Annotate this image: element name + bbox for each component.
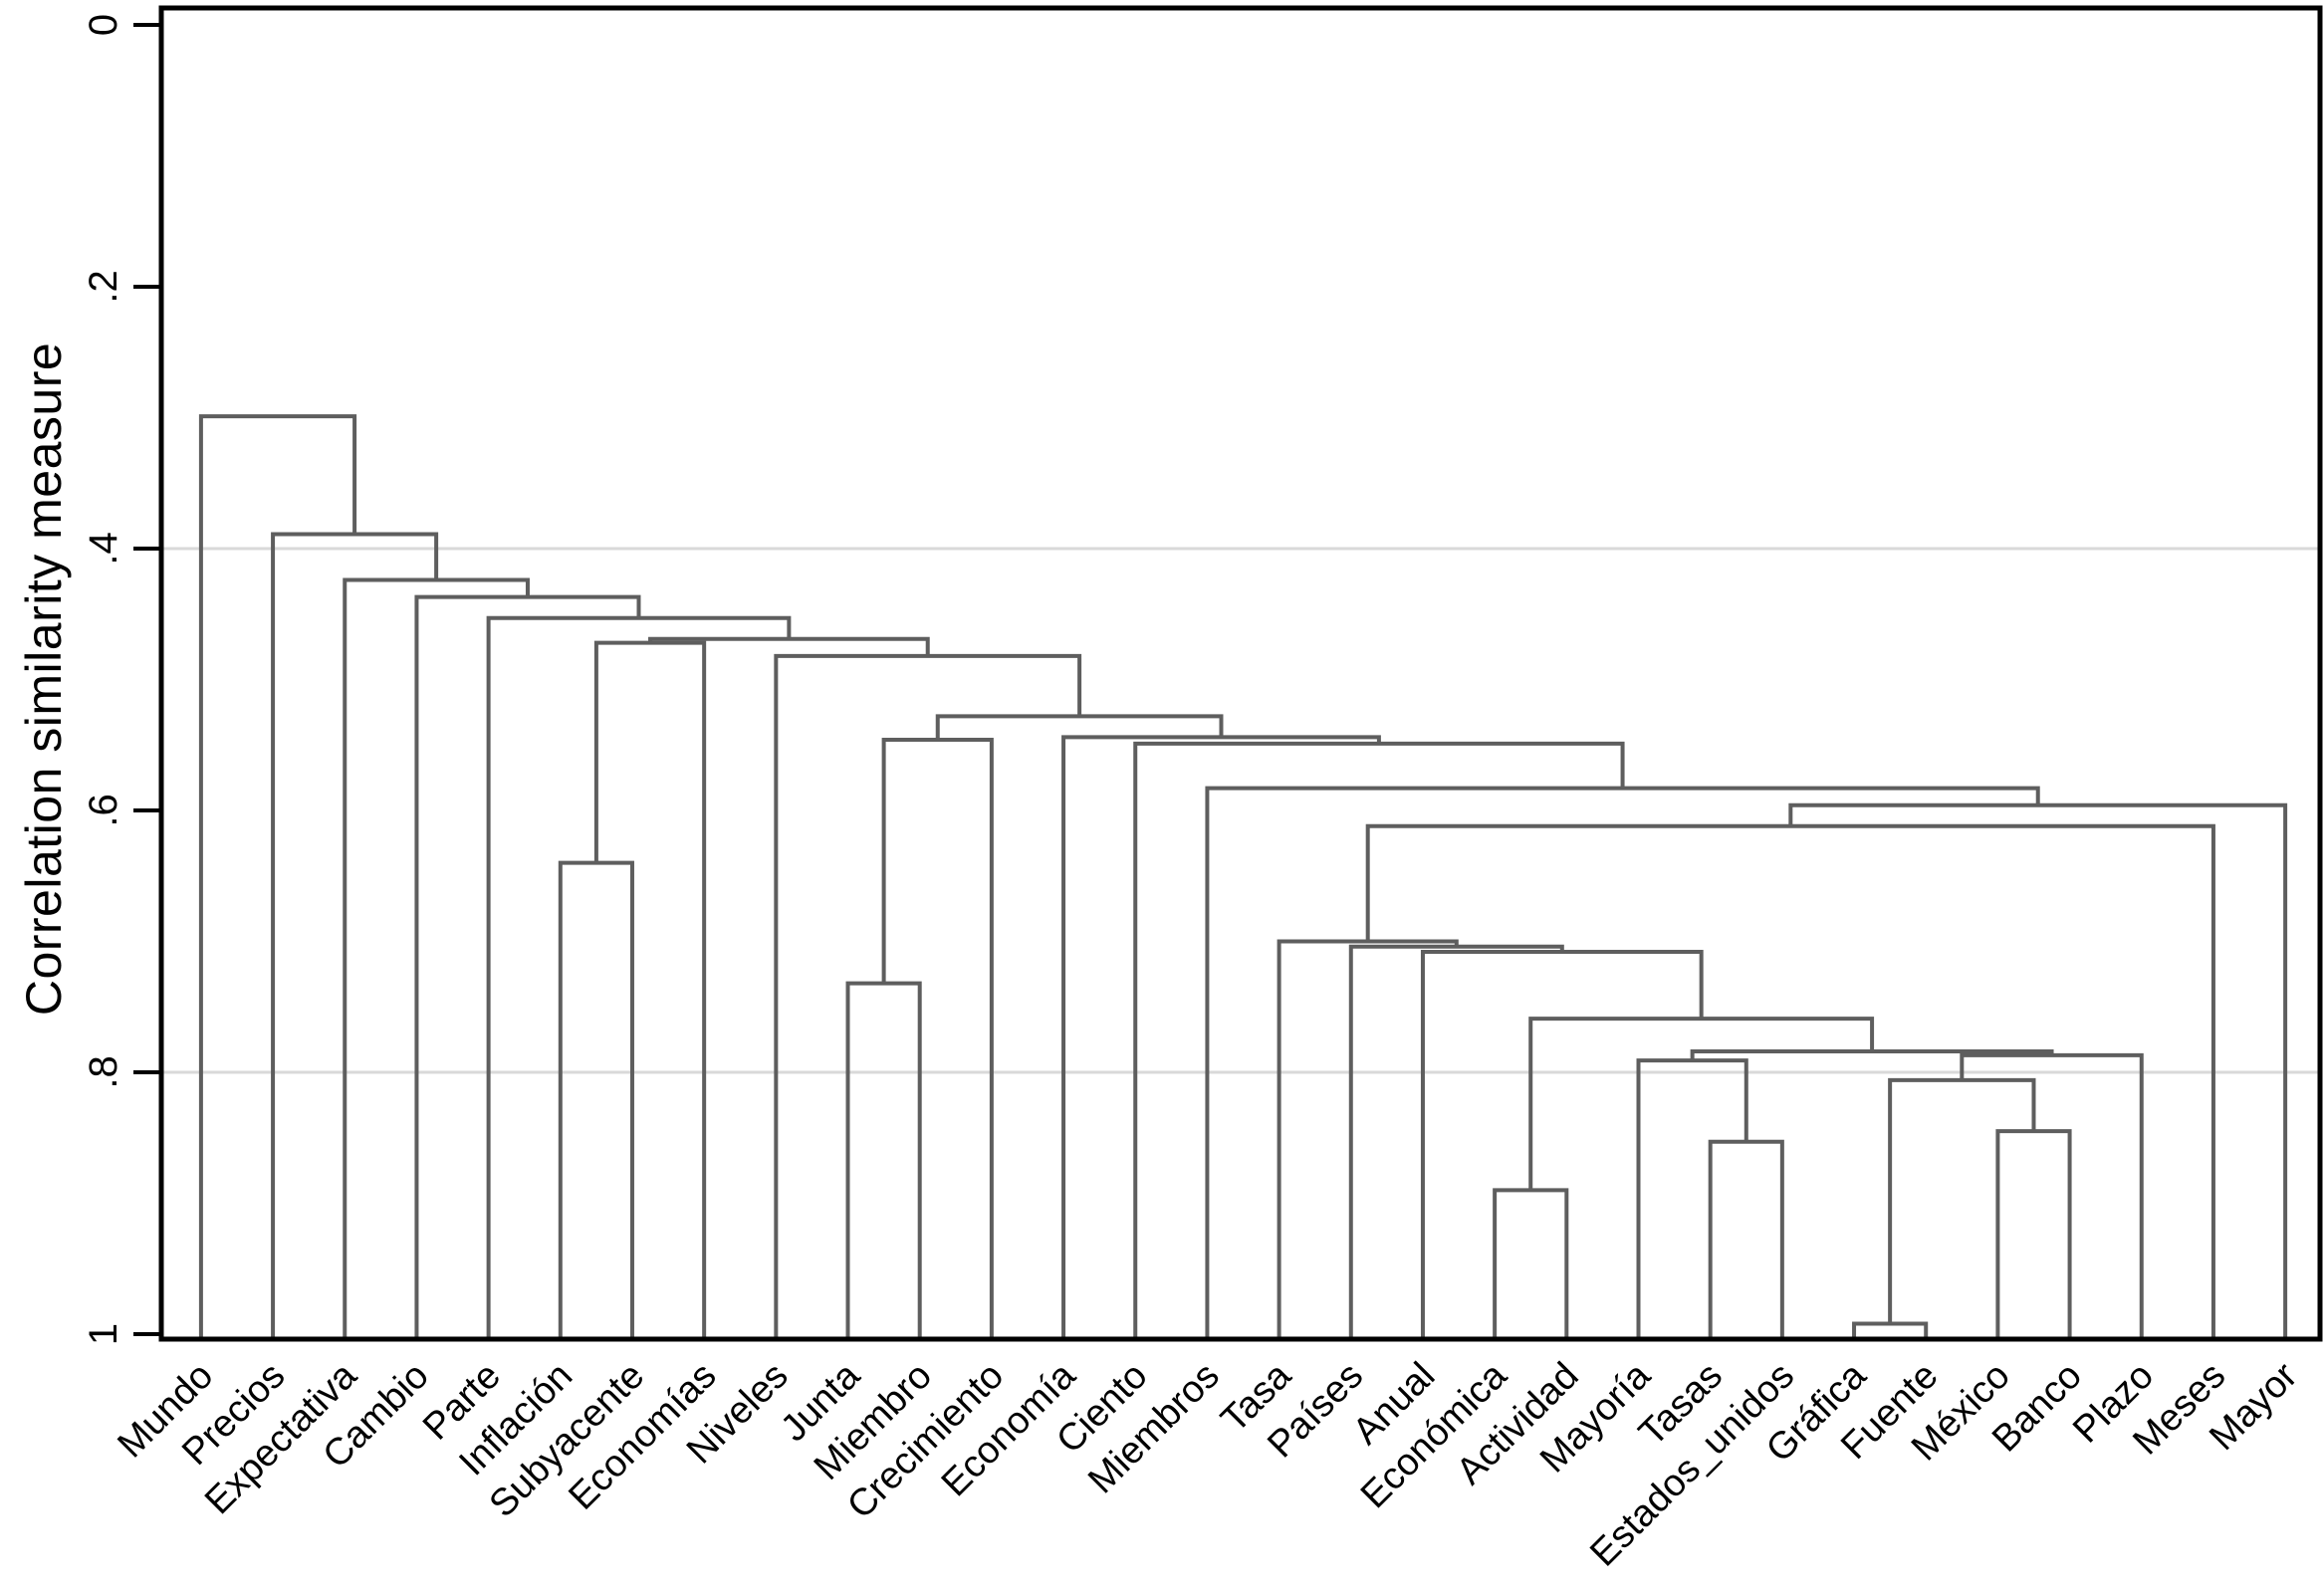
dendrogram-link bbox=[774, 653, 1082, 1339]
y-tick-label: 0 bbox=[82, 14, 125, 36]
dendrogram-link bbox=[1277, 939, 1459, 1339]
y-tick-label: .6 bbox=[82, 794, 125, 826]
dendrogram-link bbox=[558, 860, 634, 1339]
dendrogram-link bbox=[1708, 1139, 1784, 1339]
dendrogram-link bbox=[881, 737, 994, 1339]
plot-border bbox=[158, 5, 2323, 1342]
dendrogram-link bbox=[1493, 1188, 1569, 1339]
y-tick-label: 1 bbox=[82, 1323, 125, 1345]
dendrogram-link bbox=[414, 594, 641, 1339]
dendrogram-link bbox=[486, 615, 792, 1339]
dendrogram-link bbox=[1420, 950, 1704, 1339]
dendrogram-link bbox=[593, 640, 707, 1339]
dendrogram-link bbox=[1888, 1077, 2036, 1324]
dendrogram-link bbox=[271, 532, 439, 1339]
y-tick-label: .8 bbox=[82, 1055, 125, 1088]
dendrogram-link bbox=[198, 414, 357, 1339]
dendrogram-link bbox=[1636, 1058, 1748, 1339]
dendrogram-link bbox=[343, 577, 530, 1339]
y-tick-label: .2 bbox=[82, 270, 125, 303]
dendrogram-link bbox=[1995, 1129, 2072, 1339]
dendrogram-link bbox=[1061, 735, 1381, 1339]
y-tick-label: .4 bbox=[82, 532, 125, 565]
dendrogram-link bbox=[1528, 1017, 1875, 1191]
dendrogram-link bbox=[1960, 1052, 2144, 1339]
dendrogram-link bbox=[1205, 786, 2040, 1339]
y-axis-title: Correlation similarity measure bbox=[16, 342, 72, 1017]
dendrogram-link bbox=[845, 981, 922, 1339]
